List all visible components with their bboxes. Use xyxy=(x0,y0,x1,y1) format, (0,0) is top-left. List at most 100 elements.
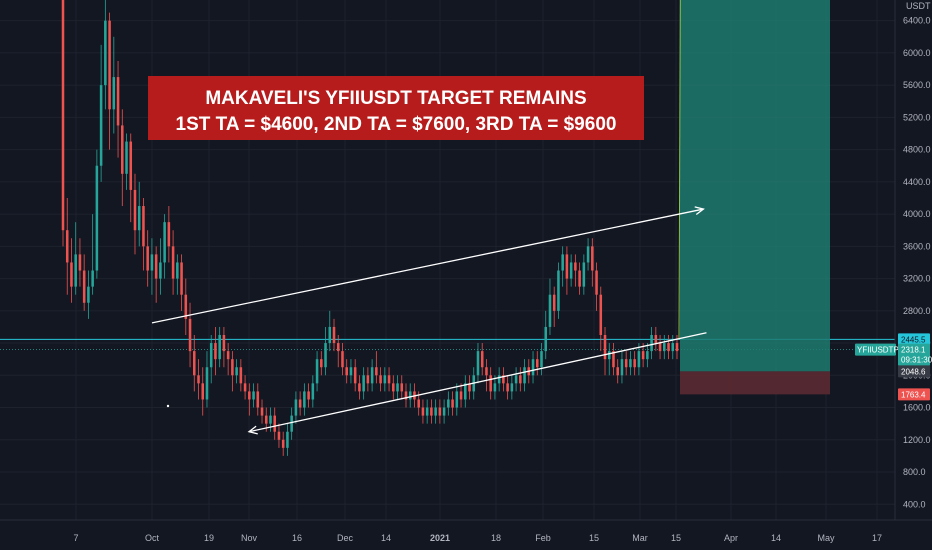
candle-body xyxy=(133,189,137,231)
candle-body xyxy=(612,351,615,368)
candle xyxy=(667,335,670,360)
candle xyxy=(408,383,412,408)
candle-body xyxy=(311,383,315,400)
candle-body xyxy=(353,367,357,384)
candle-body xyxy=(290,415,293,432)
stop-price-badge-text: 1763.4 xyxy=(901,390,926,399)
candle-body xyxy=(87,286,90,303)
candle-body xyxy=(408,391,412,400)
candle-body xyxy=(358,383,361,392)
price-tick-label: 3200.0 xyxy=(903,274,931,284)
candle xyxy=(654,326,658,352)
candle xyxy=(671,335,675,360)
candle xyxy=(286,423,289,456)
candle-body xyxy=(104,20,107,86)
candle-body xyxy=(146,246,149,271)
time-tick-label: Feb xyxy=(535,533,551,543)
candle xyxy=(188,302,192,368)
candle xyxy=(87,270,90,319)
candle xyxy=(468,375,471,400)
candle-body xyxy=(430,407,433,416)
time-tick-label: 17 xyxy=(872,533,882,543)
chart-title: MAKAVELI'S YFIIUSDT TARGET REMAINS xyxy=(205,88,586,109)
candle-body xyxy=(658,343,662,352)
candle-body xyxy=(95,165,99,271)
price-tick-label: 5200.0 xyxy=(903,112,931,122)
candle xyxy=(599,286,603,352)
long-position-tool[interactable] xyxy=(676,0,830,395)
candle xyxy=(641,343,645,368)
candle xyxy=(320,351,323,376)
candle-body xyxy=(417,399,420,408)
channel-lower-line[interactable] xyxy=(248,332,707,433)
candle-body xyxy=(125,141,128,174)
candle-body xyxy=(557,270,560,311)
candle xyxy=(489,367,492,400)
time-axis[interactable]: 7 Oct 19 Nov 16 Dec 14 2021 18 Feb 15 Mar 15 Apr 14 May… xyxy=(73,533,882,543)
candle xyxy=(121,109,124,207)
candle-body xyxy=(70,262,73,287)
candle-body xyxy=(332,326,336,344)
candle-body xyxy=(497,375,501,384)
candle xyxy=(142,197,145,271)
price-labels: 8955.32445.5YFIIUSDTPERP2318.109:31:3020… xyxy=(855,333,932,401)
entry-price-badge-text: 2048.6 xyxy=(901,367,926,376)
title-banner: MAKAVELI'S YFIIUSDT TARGET REMAINS 1ST T… xyxy=(148,76,644,140)
candle xyxy=(459,383,463,408)
candle xyxy=(519,367,522,392)
banner-box xyxy=(148,76,644,140)
candle-body xyxy=(201,383,205,400)
candle-body xyxy=(637,351,641,368)
candle xyxy=(298,391,302,416)
candle xyxy=(565,246,569,295)
current-price-badge-box xyxy=(898,333,930,346)
candle-body xyxy=(188,318,192,352)
candle xyxy=(535,351,539,376)
candle xyxy=(476,343,480,384)
candle-body xyxy=(514,375,518,384)
candle xyxy=(561,246,564,287)
candle-body xyxy=(171,246,175,279)
candle xyxy=(133,173,137,255)
candle-body xyxy=(303,391,306,408)
channel-upper-line[interactable] xyxy=(151,208,704,324)
candle xyxy=(510,375,514,400)
candle-body xyxy=(260,407,264,416)
candle xyxy=(612,343,615,376)
candle xyxy=(303,383,306,416)
trend-channel[interactable] xyxy=(151,206,707,435)
candle-body xyxy=(586,246,590,263)
candle-body xyxy=(116,77,120,126)
time-tick-label: Mar xyxy=(632,533,648,543)
price-tick-label: 800.0 xyxy=(903,467,926,477)
candle xyxy=(294,391,298,424)
candle xyxy=(341,343,344,376)
candle-body xyxy=(464,383,467,400)
candle-body xyxy=(561,254,564,271)
price-tick-label: 4800.0 xyxy=(903,145,931,155)
time-tick-label: Nov xyxy=(241,533,258,543)
profit-zone xyxy=(680,0,830,372)
candle xyxy=(464,375,467,408)
channel-lower-arrow xyxy=(247,425,258,435)
candle xyxy=(480,343,484,376)
candle-body xyxy=(650,335,653,352)
time-tick-label: 18 xyxy=(491,533,501,543)
candle-body xyxy=(646,351,649,360)
candle xyxy=(544,310,548,360)
candle-body xyxy=(375,367,378,376)
candle-body xyxy=(65,230,69,263)
price-tick-label: 400.0 xyxy=(903,499,926,509)
candle xyxy=(70,238,73,303)
candle-body xyxy=(392,383,395,392)
candle-body xyxy=(235,367,238,376)
price-tick-label: 6400.0 xyxy=(903,16,931,26)
candle xyxy=(311,375,315,408)
candle-body xyxy=(548,294,552,327)
price-tick-label: 1200.0 xyxy=(903,435,931,445)
currency-label: USDT xyxy=(906,1,931,11)
candle xyxy=(252,383,255,408)
candle-body xyxy=(320,359,323,368)
candle xyxy=(425,399,429,424)
time-tick-label: Oct xyxy=(145,533,160,543)
